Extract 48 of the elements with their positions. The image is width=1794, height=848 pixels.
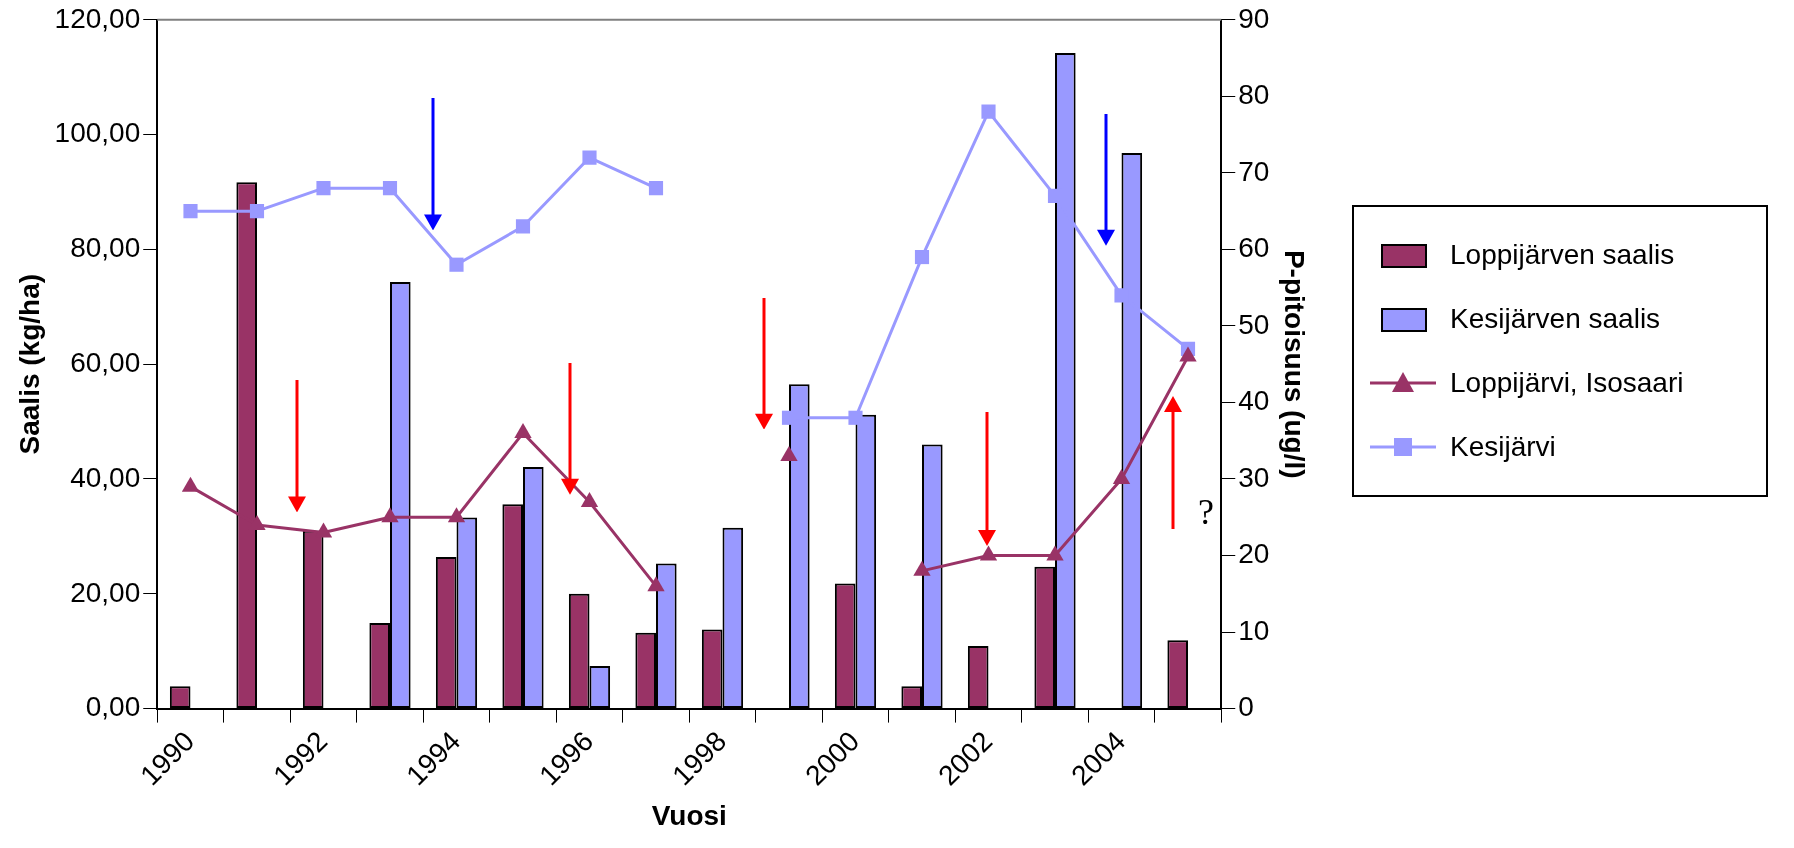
point [316,181,331,196]
y-tick-label: 80,00 [70,232,141,264]
y-axis-title: Saalis (kg/ha) [13,273,45,455]
y-tick-label: 60,00 [70,346,141,378]
point [514,423,532,439]
point [515,219,531,234]
y-tick-label: 0,00 [85,691,141,723]
annotation: ? [1197,491,1214,532]
y2-tick-label: 0 [1238,691,1254,723]
point [913,560,931,576]
y2-tick-label: 40 [1238,385,1270,417]
y2-tick-label: 60 [1238,232,1270,264]
legend-label: Kesijärvi [1450,431,1556,463]
point [1179,346,1197,362]
y-tick-label: 40,00 [70,461,141,493]
y2-axis-title: P-pitoisuus (ug/l) [1279,249,1311,479]
point [1112,469,1131,484]
point [647,576,665,592]
point [381,507,399,523]
legend-label: Kesijärven saalis [1450,303,1661,335]
point [981,104,996,119]
point [582,150,597,165]
y-tick-label: 120,00 [54,2,141,34]
y2-tick-label: 90 [1238,2,1270,34]
y-tick-label: 20,00 [70,576,141,608]
y2-tick-label: 50 [1238,308,1270,340]
point [449,257,464,272]
point [1046,545,1064,561]
y2-tick-label: 20 [1238,538,1270,570]
legend-label: Loppijärven saalis [1450,239,1675,271]
legend-label: Loppijärvi, Isosaari [1450,367,1684,399]
point [181,476,200,492]
point [848,410,863,425]
point [648,181,664,196]
y-tick-label: 100,00 [54,117,141,149]
point [447,507,466,523]
point [183,204,198,219]
point [580,491,599,507]
y2-tick-label: 70 [1238,155,1270,187]
point [382,181,398,196]
y2-tick-label: 80 [1238,79,1270,111]
point [979,545,998,561]
point [780,446,798,462]
y2-tick-label: 10 [1238,614,1270,646]
x-axis-title: Vuosi [651,799,727,831]
point [914,249,930,265]
point [249,204,265,219]
y2-tick-label: 30 [1238,461,1270,493]
